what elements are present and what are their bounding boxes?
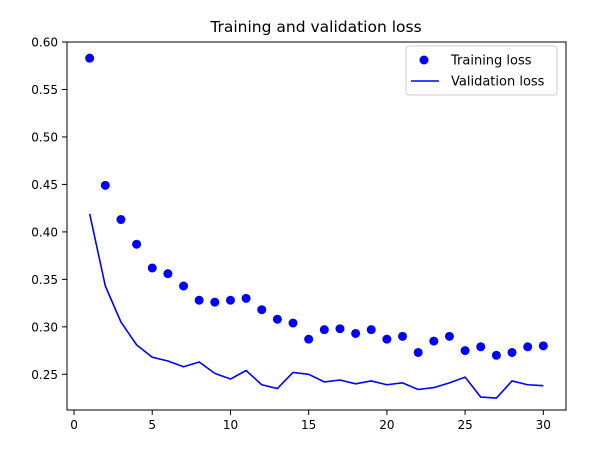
training-loss-point — [225, 295, 235, 305]
training-loss-point — [304, 334, 314, 344]
training-loss-point — [429, 336, 439, 346]
x-tick-label: 0 — [70, 418, 78, 432]
y-tick-label: 0.50 — [31, 130, 58, 144]
axes — [66, 41, 567, 411]
training-loss-point — [523, 342, 533, 352]
training-loss-point — [366, 325, 376, 335]
x-tick-label: 10 — [223, 418, 238, 432]
y-axis-ticks: 0.25 0.30 0.35 0.40 0.45 0.50 0.55 0.60 — [31, 36, 67, 382]
training-loss-point — [460, 346, 470, 356]
y-tick-label: 0.60 — [31, 36, 58, 50]
legend-label-training-loss: Training loss — [450, 54, 532, 69]
training-loss-point — [116, 215, 126, 225]
x-axis-ticks: 0 5 10 15 20 25 30 — [70, 410, 551, 432]
x-tick-label: 20 — [379, 418, 394, 432]
training-loss-point — [491, 350, 501, 360]
training-loss-point — [413, 347, 423, 357]
training-loss-point — [147, 263, 157, 273]
training-loss-point — [382, 334, 392, 344]
y-tick-label: 0.45 — [31, 178, 58, 192]
legend-label-validation-loss: Validation loss — [451, 75, 545, 90]
training-loss-point — [241, 293, 251, 303]
chart-title: Training and validation loss — [209, 18, 421, 36]
plot-area — [85, 53, 548, 399]
y-tick-label: 0.40 — [31, 225, 58, 239]
axes-frame — [66, 41, 567, 411]
training-loss-point — [85, 53, 95, 63]
legend: Training loss Validation loss — [405, 45, 558, 96]
training-loss-point — [257, 305, 267, 315]
y-tick-label: 0.30 — [31, 320, 58, 334]
training-loss-point — [272, 314, 282, 324]
y-tick-label: 0.55 — [31, 83, 58, 97]
training-loss-point — [163, 269, 173, 279]
training-loss-point — [179, 281, 189, 291]
training-loss-point — [476, 342, 486, 352]
training-loss-point — [210, 297, 220, 307]
training-loss-point — [194, 295, 204, 305]
validation-loss-line — [88, 213, 544, 399]
training-loss-point — [351, 328, 361, 338]
y-tick-label: 0.35 — [31, 273, 58, 287]
x-tick-label: 25 — [457, 418, 472, 432]
training-loss-point — [335, 324, 345, 334]
training-loss-point — [507, 347, 517, 357]
training-loss-point — [132, 239, 142, 249]
training-loss-point — [398, 331, 408, 341]
legend-marker-training-loss — [419, 55, 429, 65]
x-tick-label: 30 — [536, 418, 551, 432]
legend-frame — [405, 45, 558, 96]
training-loss-point — [288, 318, 298, 328]
training-loss-point — [100, 180, 110, 190]
training-loss-point — [444, 331, 454, 341]
x-tick-label: 5 — [148, 418, 156, 432]
training-loss-point — [319, 325, 329, 335]
y-tick-label: 0.25 — [31, 368, 58, 382]
x-tick-label: 15 — [301, 418, 316, 432]
training-loss-point — [538, 341, 548, 351]
